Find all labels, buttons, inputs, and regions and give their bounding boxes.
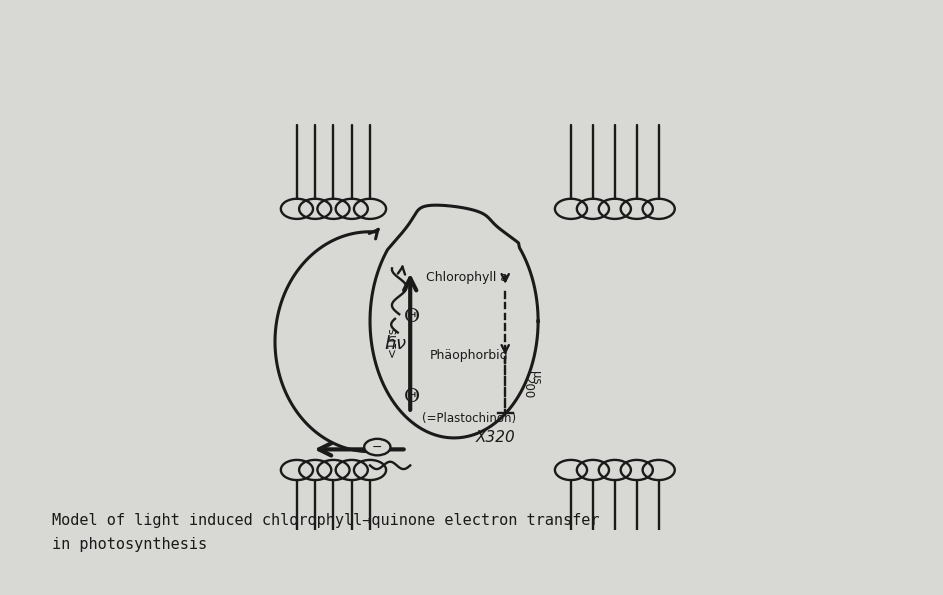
Text: Θ: Θ [404,388,420,406]
Text: in photosynthesis: in photosynthesis [52,537,207,552]
Text: (=Plastochinon): (=Plastochinon) [422,412,516,425]
Text: X320: X320 [476,430,516,446]
Text: Θ: Θ [404,308,420,325]
Text: Model of light induced chlorophyll→quinone electron transfer: Model of light induced chlorophyll→quino… [52,513,600,528]
Text: 200: 200 [521,377,535,399]
Text: <1ns: <1ns [386,326,399,357]
Text: −: − [372,440,383,453]
Text: Chlorophyll a: Chlorophyll a [426,271,508,284]
Text: $h\nu$: $h\nu$ [384,335,407,353]
Circle shape [364,439,390,455]
Text: µs: µs [529,371,541,384]
Text: Phäophorbid: Phäophorbid [429,349,508,362]
